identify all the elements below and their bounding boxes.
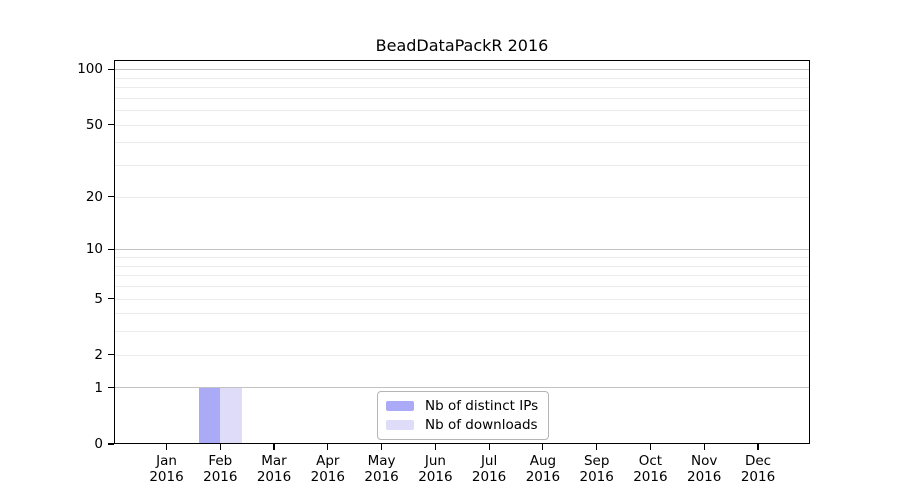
x-tick-label: Jun 2016 bbox=[403, 453, 467, 485]
y-tick-label: 20 bbox=[85, 188, 103, 205]
x-tick-year: 2016 bbox=[525, 468, 561, 485]
x-tick-label: Dec 2016 bbox=[726, 453, 790, 485]
x-tick-year: 2016 bbox=[256, 468, 292, 485]
x-tick-year: 2016 bbox=[203, 468, 238, 485]
x-tick-month: Feb bbox=[208, 453, 233, 469]
gridline-minor bbox=[114, 165, 810, 167]
gridline-minor bbox=[114, 265, 810, 267]
y-tick bbox=[108, 443, 114, 445]
y-tick bbox=[108, 124, 114, 126]
x-tick-label: Sep 2016 bbox=[565, 453, 629, 485]
x-tick bbox=[488, 444, 490, 450]
y-tick-label: 100 bbox=[77, 61, 103, 78]
x-tick bbox=[542, 444, 544, 450]
x-tick bbox=[434, 444, 436, 450]
x-tick bbox=[757, 444, 759, 450]
x-tick-month: Apr bbox=[316, 453, 340, 469]
x-tick-year: 2016 bbox=[740, 468, 776, 485]
x-tick-month: May bbox=[367, 453, 396, 469]
gridline-minor bbox=[114, 87, 810, 88]
x-tick-month: Jan bbox=[156, 453, 177, 469]
x-tick bbox=[596, 444, 598, 450]
x-tick bbox=[381, 444, 383, 450]
legend-label: Nb of distinct IPs bbox=[425, 398, 539, 414]
x-tick-label: Oct 2016 bbox=[618, 453, 682, 485]
x-tick-year: 2016 bbox=[633, 468, 668, 485]
y-tick bbox=[108, 354, 114, 356]
y-tick bbox=[108, 68, 114, 70]
legend-row: Nb of downloads bbox=[386, 416, 538, 434]
gridline-minor bbox=[114, 298, 810, 300]
x-tick-year: 2016 bbox=[310, 468, 345, 485]
bar-nb-of-distinct-ips-feb bbox=[198, 387, 221, 444]
legend-swatch-nb-of-distinct-ips bbox=[386, 401, 414, 411]
gridline-minor bbox=[114, 313, 810, 315]
x-tick bbox=[219, 444, 221, 450]
x-tick-year: 2016 bbox=[687, 468, 722, 485]
gridline-major bbox=[114, 387, 810, 389]
y-tick-label: 50 bbox=[85, 116, 103, 133]
plot-area bbox=[114, 60, 810, 444]
gridline-minor bbox=[114, 275, 810, 277]
x-tick bbox=[703, 444, 705, 450]
legend-row: Nb of distinct IPs bbox=[386, 397, 538, 415]
chart-title: BeadDataPackR 2016 bbox=[375, 36, 549, 55]
x-tick bbox=[165, 444, 168, 450]
x-tick bbox=[273, 444, 275, 450]
x-tick-label: May 2016 bbox=[350, 453, 414, 485]
gridline-minor bbox=[114, 196, 810, 198]
y-tick-label: 1 bbox=[94, 379, 103, 396]
x-tick bbox=[649, 444, 651, 450]
y-tick bbox=[108, 387, 114, 389]
y-tick-label: 10 bbox=[85, 241, 103, 258]
gridline-minor bbox=[114, 354, 810, 356]
gridline-major bbox=[114, 248, 810, 250]
x-tick-month: Aug bbox=[529, 453, 557, 469]
x-tick-year: 2016 bbox=[364, 468, 399, 485]
x-tick-month: Jul bbox=[480, 453, 498, 469]
legend-label: Nb of downloads bbox=[425, 417, 538, 433]
gridline-minor bbox=[114, 124, 810, 126]
x-tick-label: Aug 2016 bbox=[511, 453, 575, 485]
x-tick-month: Nov bbox=[691, 453, 718, 469]
x-tick-year: 2016 bbox=[471, 468, 507, 485]
x-tick-label: Jul 2016 bbox=[457, 453, 521, 485]
gridline-minor bbox=[114, 142, 810, 144]
x-tick-label: Mar 2016 bbox=[242, 453, 306, 485]
gridline-minor bbox=[114, 257, 810, 258]
y-tick bbox=[108, 196, 114, 198]
gridline-minor bbox=[114, 77, 810, 79]
x-tick-month: Sep bbox=[583, 453, 610, 469]
gridline-minor bbox=[114, 331, 810, 333]
gridline-minor bbox=[114, 97, 810, 99]
x-tick-label: Jan 2016 bbox=[135, 453, 199, 485]
x-tick-year: 2016 bbox=[149, 468, 184, 485]
x-tick-month: Jun bbox=[424, 453, 446, 469]
x-tick-label: Feb 2016 bbox=[188, 453, 252, 485]
gridline-minor bbox=[114, 110, 810, 112]
y-tick bbox=[108, 297, 114, 300]
x-tick-year: 2016 bbox=[579, 468, 614, 485]
y-tick-label: 2 bbox=[94, 346, 103, 363]
x-tick-month: Mar bbox=[261, 453, 287, 469]
gridline-minor bbox=[114, 285, 810, 287]
bar-nb-of-downloads-feb bbox=[220, 387, 242, 444]
x-tick-month: Dec bbox=[744, 453, 772, 469]
legend: Nb of distinct IPs Nb of downloads bbox=[377, 391, 550, 440]
gridline-major bbox=[114, 68, 810, 70]
x-tick-label: Nov 2016 bbox=[672, 453, 736, 485]
y-tick-label: 5 bbox=[94, 290, 103, 307]
x-tick bbox=[327, 444, 329, 450]
y-tick-label: 0 bbox=[94, 436, 103, 452]
x-tick-year: 2016 bbox=[418, 468, 453, 485]
legend-swatch-nb-of-downloads bbox=[386, 420, 414, 430]
x-tick-label: Apr 2016 bbox=[296, 453, 360, 485]
x-tick-month: Oct bbox=[638, 453, 663, 469]
y-tick bbox=[108, 248, 114, 250]
